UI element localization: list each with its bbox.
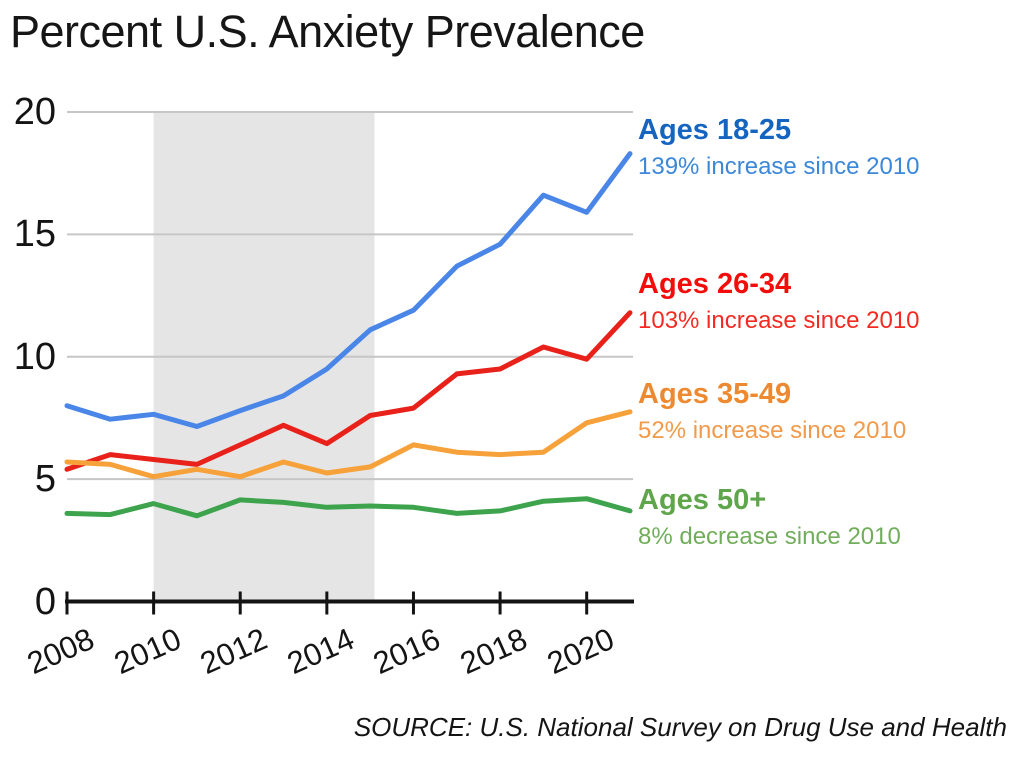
y-axis-label-15: 15 (13, 213, 56, 256)
y-axis-label-0: 0 (34, 580, 56, 623)
line-ages-26-34 (64, 310, 633, 472)
page-title: Percent U.S. Anxiety Prevalence (10, 6, 645, 57)
source-attribution: SOURCE: U.S. National Survey on Drug Use… (353, 712, 1007, 742)
y-axis-label-5: 5 (34, 458, 56, 501)
line-ages-35-49 (64, 409, 633, 480)
line-ages-18-25 (64, 151, 633, 429)
y-axis-label-20: 20 (13, 91, 56, 133)
line-ages-50- (64, 496, 633, 519)
y-axis-label-10: 10 (13, 335, 56, 378)
